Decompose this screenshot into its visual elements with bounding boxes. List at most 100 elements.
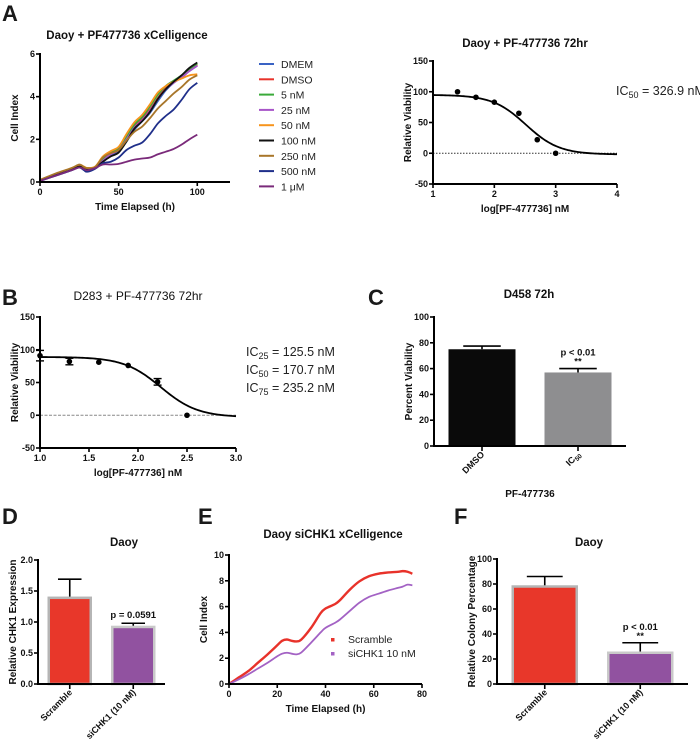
legend-label: 1 μM bbox=[281, 181, 305, 193]
series-line-scramble bbox=[228, 569, 413, 685]
c-y-tick-label: 40 bbox=[419, 389, 429, 399]
data-point bbox=[491, 99, 498, 106]
panel-label-f: F bbox=[454, 504, 467, 529]
a2-x-tick-label: 1 bbox=[430, 189, 435, 199]
legend-label: 50 nM bbox=[281, 120, 310, 132]
d-y-tick-label: 0.0 bbox=[20, 679, 33, 689]
chart-e-xcelligence: Daoy siCHK1 xCelligence 0 2 4 6 8 10 Cell Index… bbox=[199, 529, 427, 715]
fit-curve bbox=[39, 356, 237, 418]
a2-y-tick-label: 50 bbox=[418, 118, 428, 128]
chart-b-dose-response: D283 + PF-477736 72hr -50 0 50 100 150 Relativ… bbox=[10, 289, 335, 479]
a2-y-axis-label: Relative Viability bbox=[403, 82, 414, 162]
a1-x-axis-label: Time Elapsed (h) bbox=[95, 202, 175, 213]
c-y-tick-label: 0 bbox=[424, 441, 429, 451]
ic50-annotation-value: = 326.9 nM bbox=[639, 84, 700, 98]
category-label: siCHK1 (10 nM) bbox=[591, 687, 645, 741]
chart-title: Daoy bbox=[110, 537, 139, 549]
f-y-tick-label: 40 bbox=[482, 629, 492, 639]
ic50-annotation: IC50 = 326.9 nM bbox=[616, 84, 700, 100]
f-y-tick-label: 0 bbox=[487, 679, 492, 689]
c-y-tick-label: 100 bbox=[414, 312, 429, 322]
legend-marker bbox=[331, 652, 335, 656]
a1-x-tick-label: 50 bbox=[114, 187, 124, 197]
e-x-tick-label: 40 bbox=[320, 689, 330, 699]
bar-scramble bbox=[511, 585, 578, 686]
d-y-tick-label: 1.0 bbox=[20, 617, 33, 627]
data-point bbox=[96, 359, 102, 365]
category-label: DMSO bbox=[460, 449, 486, 475]
b-x-tick-label: 1.0 bbox=[34, 453, 47, 463]
a2-x-tick-label: 3 bbox=[553, 189, 558, 199]
chart-title: D458 72h bbox=[504, 289, 555, 301]
a1-y-tick-label: 2 bbox=[30, 134, 35, 144]
data-point bbox=[154, 379, 161, 385]
b-y-tick-label: 100 bbox=[20, 345, 35, 355]
a1-x-tick-label: 0 bbox=[37, 187, 42, 197]
category-label: IC50 bbox=[564, 449, 584, 469]
c-y-axis-label: Percent Viability bbox=[404, 342, 415, 420]
a1-y-tick-label: 4 bbox=[30, 92, 35, 102]
b-y-tick-label: 0 bbox=[30, 410, 35, 420]
e-y-tick-label: 10 bbox=[214, 550, 224, 560]
e-y-tick-label: 6 bbox=[219, 602, 224, 612]
category-label: Scramble bbox=[513, 687, 549, 723]
chart-d-bar: Daoy Scramble siCHK1 (10 nM) p = 0.0591 0.0 0… bbox=[8, 537, 165, 741]
data-point bbox=[454, 88, 461, 95]
bar-scramble bbox=[47, 596, 92, 686]
category-label: Scramble bbox=[38, 687, 74, 723]
b-y-tick-label: -50 bbox=[22, 443, 35, 453]
data-point bbox=[552, 150, 559, 157]
b-x-tick-label: 2.5 bbox=[181, 453, 194, 463]
f-y-tick-label: 20 bbox=[482, 654, 492, 664]
series-line-250-nm bbox=[39, 74, 198, 181]
legend-label: siCHK1 10 nM bbox=[348, 648, 416, 660]
a2-y-tick-label: 0 bbox=[423, 148, 428, 158]
legend-label: DMEM bbox=[281, 59, 313, 71]
chart-title: Daoy + PF477736 xCelligence bbox=[46, 30, 207, 42]
e-x-axis-label: Time Elapsed (h) bbox=[286, 704, 366, 715]
data-point bbox=[184, 412, 190, 419]
p-value: p = 0.0591 bbox=[110, 610, 156, 621]
legend-label: 100 nM bbox=[281, 136, 316, 148]
b-x-tick-label: 2.0 bbox=[132, 453, 145, 463]
data-point bbox=[125, 362, 131, 369]
ic-annotation-value: = 125.5 nM bbox=[269, 345, 335, 359]
ic-annotation-subscript: 25 bbox=[259, 351, 269, 361]
d-y-tick-label: 2.0 bbox=[20, 555, 33, 565]
data-point bbox=[534, 136, 541, 143]
category-label-main: DMSO bbox=[460, 449, 486, 475]
a1-y-axis-label: Cell Index bbox=[10, 94, 21, 142]
ic-annotation: IC75 = 235.2 nM bbox=[246, 381, 335, 397]
panel-label-b: B bbox=[2, 285, 18, 310]
ic-annotation-value: = 170.7 nM bbox=[269, 363, 335, 377]
b-y-axis-label: Relative Viability bbox=[10, 342, 21, 422]
ic-annotation: IC50 = 170.7 nM bbox=[246, 363, 335, 379]
c-y-tick-label: 20 bbox=[419, 415, 429, 425]
category-label-sub: 50 bbox=[574, 453, 584, 463]
b-y-tick-label: 50 bbox=[25, 378, 35, 388]
a2-x-tick-label: 4 bbox=[614, 189, 619, 199]
c-x-axis-label: PF-477736 bbox=[505, 489, 555, 500]
panel-label-a: A bbox=[2, 1, 18, 26]
ic-annotation-prefix: IC bbox=[246, 381, 259, 395]
legend-label: 500 nM bbox=[281, 166, 316, 178]
series-line-500-nm bbox=[39, 82, 198, 182]
significance-stars: ** bbox=[637, 631, 645, 642]
bar-dmso bbox=[448, 349, 516, 446]
f-y-axis-label: Relative Colony Percentage bbox=[467, 555, 478, 687]
b-y-tick-label: 150 bbox=[20, 312, 35, 322]
chart-a-dose-response: Daoy + PF-477736 72hr-50050100150Relativ… bbox=[403, 38, 700, 215]
d-y-tick-label: 0.5 bbox=[20, 648, 33, 658]
p-value: p < 0.01 bbox=[623, 622, 659, 633]
p-value: p < 0.01 bbox=[560, 348, 596, 359]
d-y-axis-label: Relative CHK1 Expression bbox=[8, 559, 19, 684]
a1-y-tick-label: 0 bbox=[30, 177, 35, 187]
a2-y-tick-label: -50 bbox=[415, 179, 428, 189]
ic-annotation-prefix: IC bbox=[246, 363, 259, 377]
e-y-axis-label: Cell Index bbox=[199, 595, 210, 643]
ic-annotation-prefix: IC bbox=[246, 345, 259, 359]
e-y-tick-label: 8 bbox=[219, 576, 224, 586]
data-point bbox=[473, 94, 479, 101]
a2-x-tick-label: 2 bbox=[492, 189, 497, 199]
